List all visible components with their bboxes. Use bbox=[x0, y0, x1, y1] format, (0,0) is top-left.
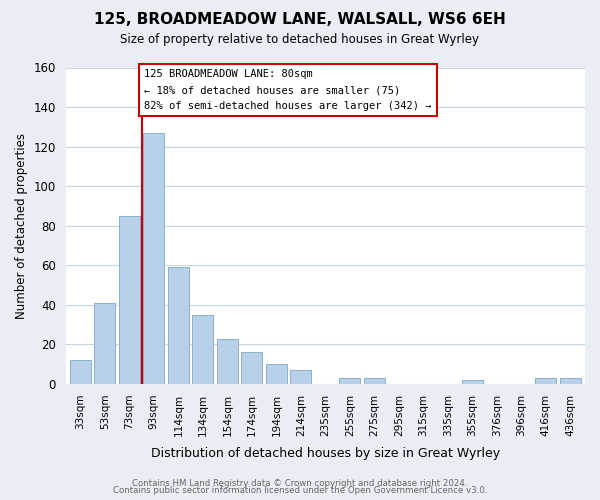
Bar bbox=[168, 268, 189, 384]
Text: 125 BROADMEADOW LANE: 80sqm
← 18% of detached houses are smaller (75)
82% of sem: 125 BROADMEADOW LANE: 80sqm ← 18% of det… bbox=[144, 70, 431, 110]
Bar bbox=[340, 378, 360, 384]
Text: 125, BROADMEADOW LANE, WALSALL, WS6 6EH: 125, BROADMEADOW LANE, WALSALL, WS6 6EH bbox=[94, 12, 506, 28]
X-axis label: Distribution of detached houses by size in Great Wyrley: Distribution of detached houses by size … bbox=[151, 447, 500, 460]
Bar bbox=[119, 216, 140, 384]
Bar bbox=[143, 133, 164, 384]
Bar bbox=[241, 352, 262, 384]
Bar bbox=[290, 370, 311, 384]
Bar bbox=[364, 378, 385, 384]
Bar bbox=[266, 364, 287, 384]
Text: Contains HM Land Registry data © Crown copyright and database right 2024.: Contains HM Land Registry data © Crown c… bbox=[132, 478, 468, 488]
Y-axis label: Number of detached properties: Number of detached properties bbox=[15, 133, 28, 319]
Bar bbox=[462, 380, 483, 384]
Text: Contains public sector information licensed under the Open Government Licence v3: Contains public sector information licen… bbox=[113, 486, 487, 495]
Bar bbox=[535, 378, 556, 384]
Bar bbox=[70, 360, 91, 384]
Bar bbox=[560, 378, 581, 384]
Bar bbox=[193, 315, 213, 384]
Bar bbox=[217, 338, 238, 384]
Bar bbox=[94, 303, 115, 384]
Text: Size of property relative to detached houses in Great Wyrley: Size of property relative to detached ho… bbox=[121, 32, 479, 46]
